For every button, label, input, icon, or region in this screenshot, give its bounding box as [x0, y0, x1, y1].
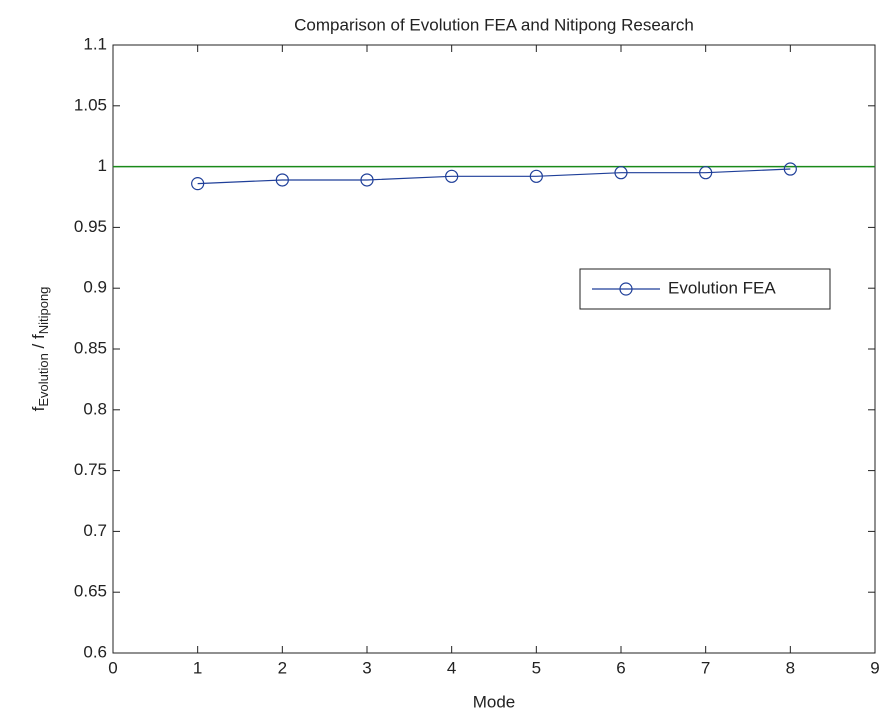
y-label-part: Evolution: [36, 353, 51, 406]
data-point: [529, 169, 543, 183]
x-tick-label: 1: [193, 658, 202, 677]
y-tick-label: 0.75: [74, 460, 107, 479]
y-label-part: Nitipong: [36, 287, 51, 335]
y-axis-label: fEvolution / fNitipong: [29, 287, 51, 412]
data-point: [360, 173, 374, 187]
x-tick-label: 6: [616, 658, 625, 677]
x-tick-label: 2: [278, 658, 287, 677]
x-tick-label: 7: [701, 658, 710, 677]
y-tick-label: 0.7: [83, 521, 107, 540]
x-tick-label: 8: [786, 658, 795, 677]
y-tick-label: 1: [98, 156, 107, 175]
x-axis-label: Mode: [473, 692, 516, 711]
data-point: [783, 162, 797, 176]
legend: Evolution FEA: [579, 268, 831, 310]
y-label-part: / f: [29, 334, 48, 353]
plot-area: [112, 44, 876, 654]
y-tick-label: 0.8: [83, 399, 107, 418]
data-point: [191, 177, 205, 191]
data-point: [614, 166, 628, 180]
x-tick-label: 5: [532, 658, 541, 677]
chart-title: Comparison of Evolution FEA and Nitipong…: [294, 15, 694, 34]
y-tick-label: 1.05: [74, 95, 107, 114]
data-point: [699, 166, 713, 180]
legend-label: Evolution FEA: [668, 278, 776, 297]
y-tick-label: 0.6: [83, 642, 107, 661]
y-tick-label: 0.65: [74, 582, 107, 601]
data-point: [445, 169, 459, 183]
series-line: [197, 168, 791, 185]
y-tick-label: 1.1: [83, 34, 107, 53]
y-label-part: f: [29, 406, 48, 411]
y-tick-label: 0.95: [74, 217, 107, 236]
y-tick-label: 0.85: [74, 338, 107, 357]
data-point: [275, 173, 289, 187]
x-tick-label: 4: [447, 658, 456, 677]
x-tick-label: 9: [870, 658, 879, 677]
y-tick-label: 0.9: [83, 278, 107, 297]
legend-marker: [619, 282, 633, 296]
x-tick-label: 3: [362, 658, 371, 677]
x-tick-label: 0: [108, 658, 117, 677]
